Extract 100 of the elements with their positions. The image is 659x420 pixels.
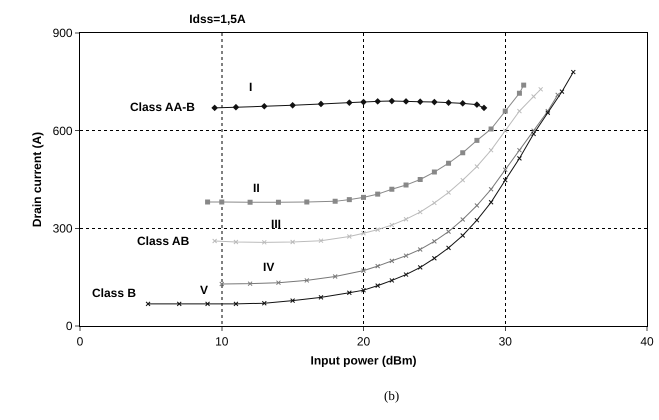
x-tick-label: 20	[356, 334, 370, 348]
point	[502, 108, 508, 114]
point	[346, 100, 352, 106]
point	[205, 301, 210, 306]
annotation: I	[249, 80, 252, 94]
point	[418, 246, 423, 252]
point	[361, 268, 366, 274]
point	[446, 229, 452, 234]
x-tick-label: 40	[640, 334, 654, 348]
y-tick-label: 900	[52, 26, 73, 40]
point	[262, 300, 267, 306]
point	[389, 278, 394, 283]
point	[474, 218, 480, 223]
point	[516, 156, 522, 161]
point	[460, 150, 466, 156]
point	[404, 253, 409, 258]
point	[346, 234, 352, 239]
point	[233, 301, 238, 306]
point	[431, 98, 438, 106]
annotation: Class AA-B	[130, 100, 196, 114]
point	[460, 233, 466, 238]
point	[262, 240, 267, 245]
point	[488, 148, 494, 153]
point	[474, 138, 480, 143]
point	[233, 240, 238, 245]
point	[375, 264, 380, 269]
text: (b)	[384, 388, 400, 403]
point	[332, 198, 338, 204]
point	[502, 178, 508, 183]
point	[418, 177, 423, 182]
point	[176, 301, 182, 306]
point	[432, 170, 437, 175]
point	[332, 274, 338, 280]
annotation: II	[253, 181, 260, 195]
point	[248, 281, 253, 286]
point	[361, 288, 366, 293]
point	[488, 126, 494, 132]
point	[212, 104, 218, 111]
y-tick-label: 0	[66, 319, 73, 334]
point	[460, 178, 466, 183]
point	[417, 98, 424, 105]
point	[318, 100, 324, 108]
point	[531, 94, 536, 99]
point	[290, 240, 296, 245]
point	[389, 186, 394, 192]
point	[404, 216, 409, 222]
point	[388, 98, 395, 104]
annotation: Class B	[92, 286, 136, 300]
point	[418, 210, 423, 215]
point	[219, 199, 224, 204]
y-tick-label: 300	[52, 222, 73, 236]
point	[474, 203, 480, 208]
point	[446, 160, 452, 166]
chart-title: Idss=1,5A	[189, 12, 246, 26]
point	[516, 148, 522, 153]
x-axis-title: Input power (dBm)	[310, 353, 416, 368]
point	[361, 230, 366, 236]
point	[389, 258, 394, 264]
annotation: III	[271, 217, 282, 231]
point	[432, 238, 437, 244]
point	[360, 98, 367, 106]
point	[389, 222, 394, 228]
point	[346, 197, 352, 202]
point	[404, 272, 409, 278]
point	[474, 102, 480, 108]
point	[375, 227, 380, 232]
point	[290, 298, 296, 304]
point	[502, 128, 508, 134]
y-axis-title: Drain current (A)	[30, 132, 44, 228]
point	[205, 199, 210, 204]
point	[248, 200, 253, 205]
annotation: Class AB	[137, 234, 190, 248]
annotation: V	[200, 283, 208, 297]
point	[432, 200, 437, 206]
point	[402, 98, 410, 104]
point	[374, 98, 381, 104]
point	[531, 131, 536, 136]
point	[276, 200, 281, 205]
point	[488, 186, 494, 192]
point	[446, 245, 452, 250]
point	[559, 89, 564, 94]
point	[318, 238, 324, 244]
point	[404, 182, 409, 188]
point	[488, 200, 494, 205]
point	[474, 164, 480, 169]
x-tick-label: 0	[76, 334, 84, 348]
point	[304, 278, 310, 283]
point	[480, 104, 488, 111]
point	[232, 104, 240, 110]
point	[432, 256, 437, 261]
point	[276, 280, 281, 286]
point	[418, 264, 423, 270]
point	[375, 192, 380, 197]
point	[460, 100, 466, 106]
point	[318, 294, 324, 300]
point	[502, 167, 508, 172]
point	[304, 199, 310, 204]
point	[290, 102, 296, 108]
point	[516, 90, 522, 96]
point	[516, 108, 522, 114]
